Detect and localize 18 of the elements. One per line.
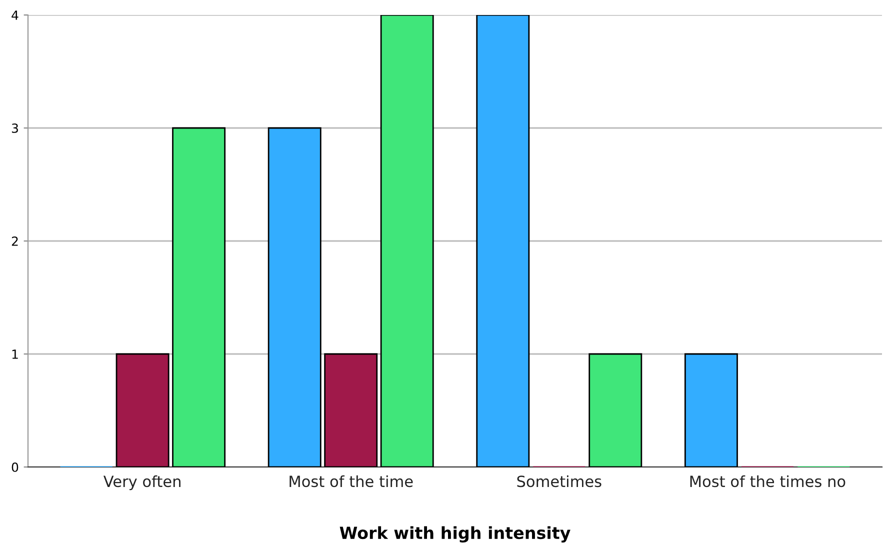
- x-tick-label: Very often: [103, 475, 180, 490]
- y-tick-label: 1: [12, 350, 18, 359]
- bar: [324, 353, 378, 467]
- bar: [268, 127, 322, 467]
- x-axis-title: Work with high intensity: [340, 526, 570, 542]
- x-tick-label: Most of the time: [290, 475, 413, 488]
- bar: [172, 127, 226, 467]
- y-tick-label: 2: [12, 236, 18, 246]
- x-tick-label: Sometimes: [517, 475, 602, 488]
- bar: [588, 353, 642, 467]
- bar: [476, 15, 530, 467]
- y-tick-label: 0: [12, 462, 18, 472]
- bar: [116, 353, 170, 467]
- bar: [380, 15, 434, 467]
- bar: [684, 353, 738, 467]
- y-tick-label: 3: [12, 123, 18, 133]
- y-tick-label: 4: [12, 10, 18, 20]
- x-tick-label: Most of the times no: [690, 475, 846, 488]
